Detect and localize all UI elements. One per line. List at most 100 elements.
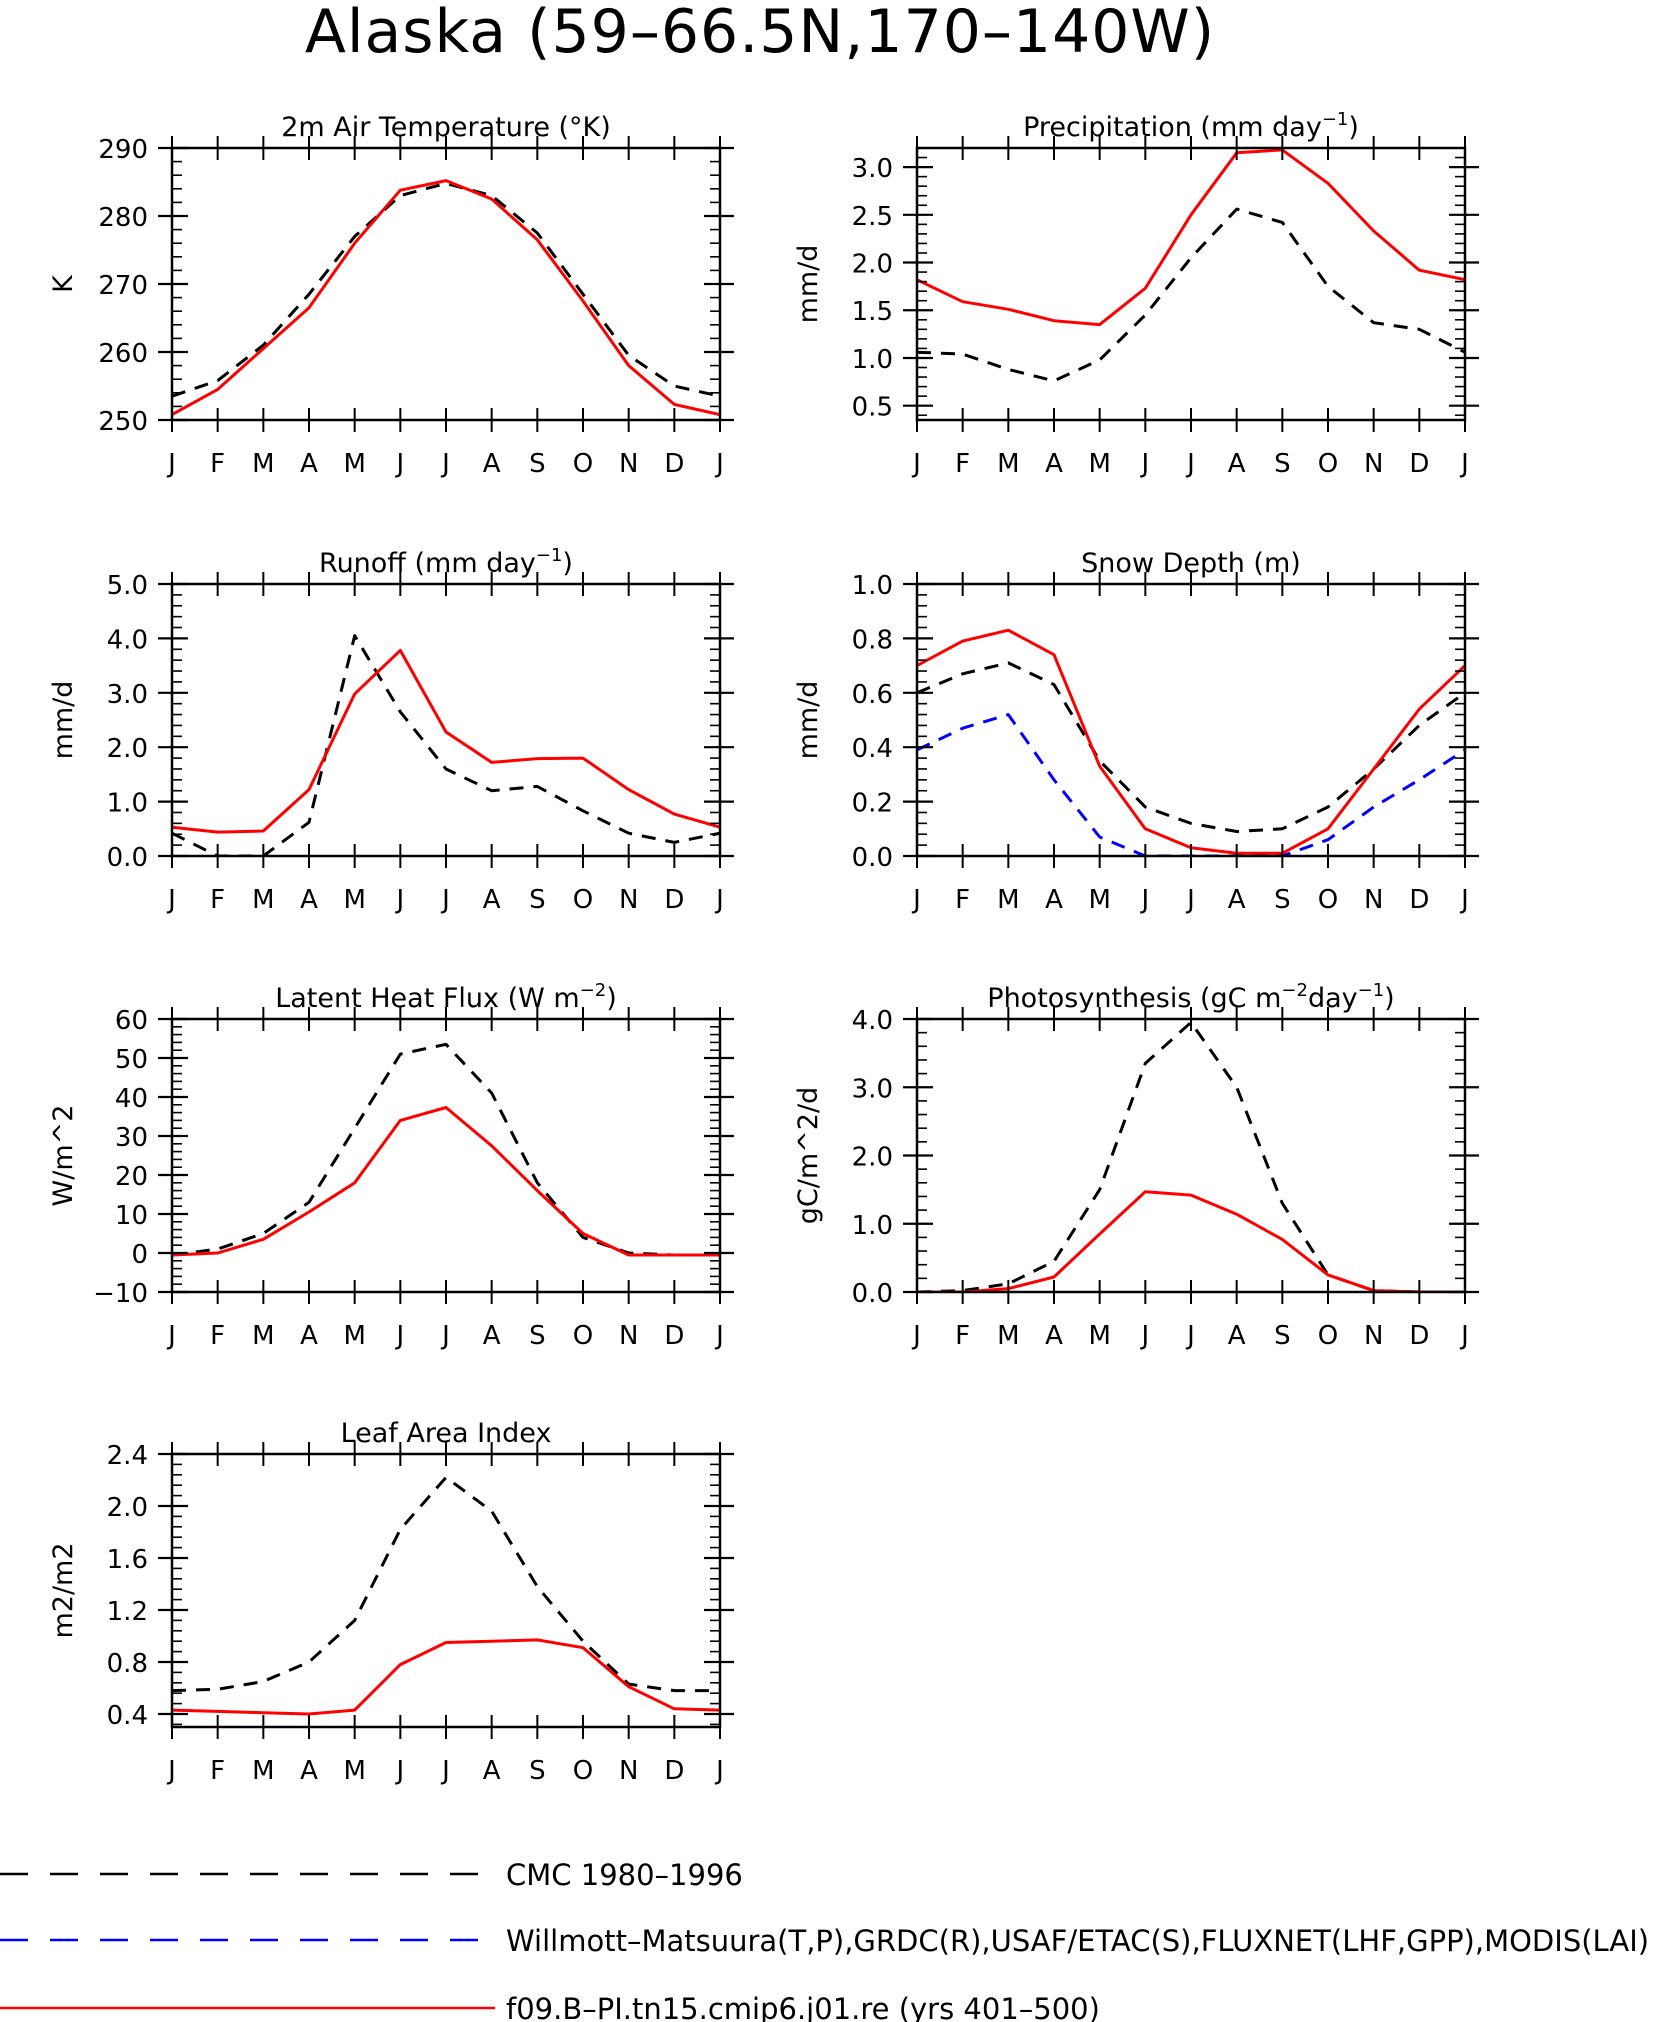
- panel-title: Leaf Area Index: [341, 1418, 552, 1449]
- series-group: [172, 634, 720, 856]
- x-tick-label: J: [440, 885, 450, 915]
- plot-frame: [915, 1017, 1467, 1294]
- x-tick-label: J: [911, 885, 921, 915]
- x-tick-label: N: [1364, 1321, 1383, 1351]
- y-axis-label: gC/m^2/d: [793, 1087, 824, 1224]
- series-group: [917, 1020, 1465, 1292]
- y-tick-label: 0.6: [852, 680, 893, 710]
- y-tick-label: 10: [115, 1201, 148, 1231]
- x-tick-label: M: [343, 1756, 365, 1786]
- y-tick-label: 0.0: [852, 1279, 893, 1309]
- x-tick-label: J: [1139, 885, 1149, 915]
- series-group: [917, 148, 1465, 383]
- x-tick-label: M: [997, 885, 1019, 915]
- x-tick-label: J: [166, 1756, 176, 1786]
- x-tick-label: J: [440, 1321, 450, 1351]
- series-line-model: [172, 1638, 720, 1716]
- x-tick-label: M: [252, 1756, 274, 1786]
- y-tick-label: 2.4: [107, 1441, 148, 1471]
- x-tick-label: S: [529, 1321, 546, 1351]
- y-tick-label: 0.0: [107, 843, 148, 873]
- x-tick-label: N: [1364, 449, 1383, 479]
- y-tick-label: 3.0: [107, 680, 148, 710]
- x-tick-label: J: [1459, 1321, 1469, 1351]
- x-tick-label: O: [1318, 1321, 1338, 1351]
- y-tick-label: 4.0: [852, 1006, 893, 1036]
- x-tick-label: A: [1045, 449, 1063, 479]
- x-tick-label: N: [1364, 885, 1383, 915]
- x-tick-label: A: [483, 1321, 501, 1351]
- y-tick-label: 30: [115, 1123, 148, 1153]
- x-tick-label: J: [394, 1756, 404, 1786]
- x-tick-label: J: [166, 1321, 176, 1351]
- y-tick-label: 0.0: [852, 843, 893, 873]
- x-tick-label: M: [1088, 449, 1110, 479]
- x-tick-label: D: [664, 1756, 684, 1786]
- x-tick-label: N: [619, 1756, 638, 1786]
- series-line-obs-black: [172, 634, 720, 856]
- x-tick-label: M: [997, 449, 1019, 479]
- series-line-obs-blue: [917, 713, 1465, 856]
- y-tick-label: 3.0: [852, 154, 893, 184]
- series-line-obs-black: [172, 1475, 720, 1693]
- y-tick-label: 0.4: [852, 734, 893, 764]
- x-tick-label: F: [955, 885, 970, 915]
- x-tick-label: J: [714, 1321, 724, 1351]
- x-tick-label: O: [573, 1756, 593, 1786]
- series-line-model: [917, 148, 1465, 327]
- x-tick-label: J: [714, 449, 724, 479]
- x-tick-label: D: [664, 1321, 684, 1351]
- x-tick-label: A: [1045, 1321, 1063, 1351]
- y-tick-label: 0.4: [107, 1701, 148, 1731]
- y-tick-label: 2.0: [852, 1143, 893, 1173]
- y-axis-label: W/m^2: [48, 1105, 79, 1207]
- x-tick-label: A: [1045, 885, 1063, 915]
- series-line-model: [917, 628, 1465, 855]
- x-tick-label: A: [483, 449, 501, 479]
- plot-frame: [915, 582, 1467, 858]
- x-tick-label: M: [1088, 885, 1110, 915]
- plot-frame: [170, 1452, 722, 1729]
- panel-6: J F M A M J J A S O N D J0.01.02.03.04.0gC/m^2/dPhot…: [793, 980, 1479, 1351]
- x-tick-label: D: [1409, 885, 1429, 915]
- series-group: [172, 179, 720, 417]
- y-tick-label: 1.6: [107, 1545, 148, 1575]
- y-tick-label: 1.0: [852, 571, 893, 601]
- y-tick-label: 1.0: [852, 345, 893, 375]
- x-tick-label: O: [573, 1321, 593, 1351]
- x-tick-label: J: [440, 1756, 450, 1786]
- x-tick-label: A: [300, 885, 318, 915]
- panel-title: Latent Heat Flux (W m−2): [275, 980, 617, 1014]
- x-tick-label: F: [955, 449, 970, 479]
- x-tick-label: J: [394, 885, 404, 915]
- x-tick-label: M: [1088, 1321, 1110, 1351]
- x-tick-label: J: [166, 449, 176, 479]
- x-tick-label: J: [911, 1321, 921, 1351]
- legend-label: Willmott–Matsuura(T,P),GRDC(R),USAF/ETAC…: [506, 1924, 1649, 1958]
- x-tick-label: F: [210, 885, 225, 915]
- x-tick-label: M: [252, 449, 274, 479]
- series-line-obs-black: [917, 207, 1465, 383]
- y-tick-label: 1.5: [852, 297, 893, 327]
- y-tick-label: 0: [131, 1240, 148, 1270]
- x-tick-label: A: [300, 1756, 318, 1786]
- panel-2: J F M A M J J A S O N D J0.51.01.52.02.53.0mm/dPreci…: [793, 109, 1479, 479]
- x-tick-label: A: [483, 885, 501, 915]
- y-tick-label: 0.8: [107, 1649, 148, 1679]
- x-tick-label: N: [619, 1321, 638, 1351]
- panel-7: J F M A M J J A S O N D J0.40.81.21.62.02.4m2/m2Leaf…: [48, 1418, 734, 1786]
- y-tick-label: 40: [115, 1084, 148, 1114]
- x-tick-label: A: [300, 449, 318, 479]
- x-tick-label: A: [300, 1321, 318, 1351]
- x-tick-label: M: [252, 1321, 274, 1351]
- y-tick-label: 50: [115, 1045, 148, 1075]
- series-line-obs-black: [172, 1042, 720, 1257]
- y-tick-label: 2.0: [852, 250, 893, 280]
- panel-5: J F M A M J J A S O N D J−100102030405060W/m^2Latent…: [48, 980, 734, 1351]
- x-tick-label: M: [343, 885, 365, 915]
- x-tick-label: F: [210, 1756, 225, 1786]
- x-tick-label: N: [619, 885, 638, 915]
